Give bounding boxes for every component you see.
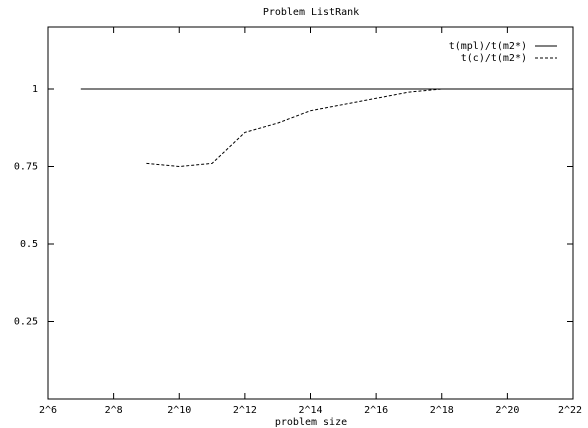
y-tick-label: 0.5 xyxy=(20,239,38,250)
y-tick-label: 0.25 xyxy=(14,317,38,328)
plot-frame xyxy=(47,26,574,400)
x-tick-label: 2^6 xyxy=(39,405,57,416)
x-tick-label: 2^20 xyxy=(495,405,519,416)
legend: t(mpl)/t(m2*)t(c)/t(m2*) xyxy=(449,41,557,64)
chart-title: Problem ListRank xyxy=(263,7,359,18)
legend-label: t(c)/t(m2*) xyxy=(461,53,527,64)
x-tick-label: 2^22 xyxy=(558,405,582,416)
x-tick-label: 2^18 xyxy=(430,405,454,416)
x-tick-label: 2^10 xyxy=(167,405,191,416)
x-tick-label: 2^14 xyxy=(298,405,322,416)
x-tick-label: 2^12 xyxy=(233,405,257,416)
x-tick-label: 2^8 xyxy=(105,405,123,416)
x-axis-label: problem size xyxy=(275,417,347,428)
x-tick-label: 2^16 xyxy=(364,405,388,416)
series-layer xyxy=(80,88,573,168)
series-c-line xyxy=(146,88,442,168)
x-axis-ticks: 2^6 2^8 2^10 2^12 2^14 2^16 2^18 2^20 2^22 xyxy=(39,27,582,416)
legend-label: t(mpl)/t(m2*) xyxy=(449,41,527,52)
y-tick-label: 1 xyxy=(32,84,38,95)
y-axis-ticks: 0.25 0.5 0.75 1 xyxy=(14,84,573,328)
y-tick-label: 0.75 xyxy=(14,162,38,173)
